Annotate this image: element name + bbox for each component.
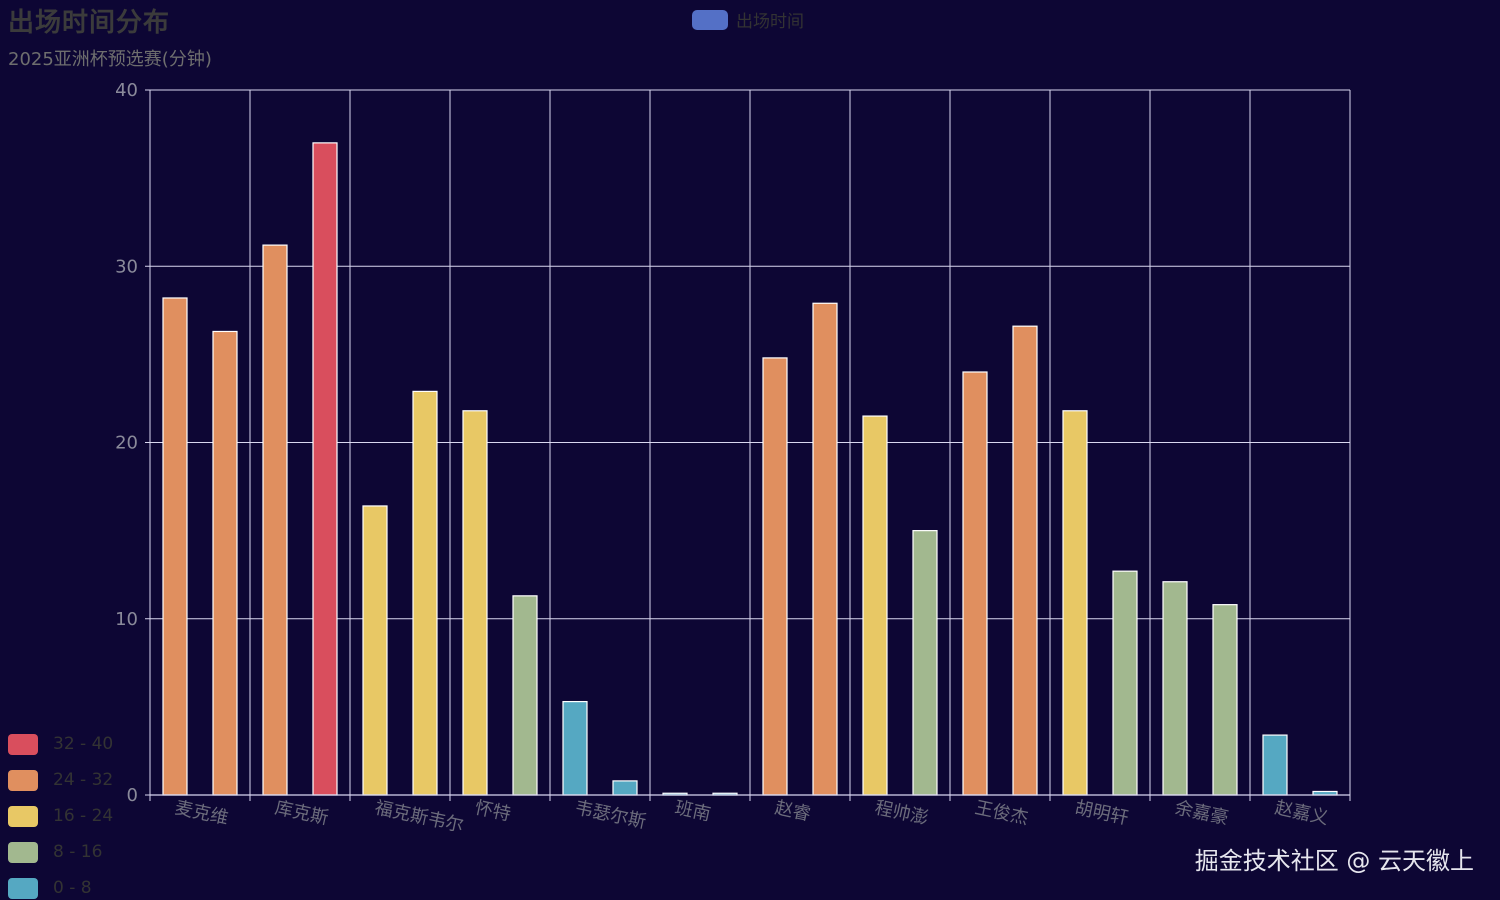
bar: [1212, 604, 1238, 796]
bar: [862, 415, 888, 796]
x-tick-label: 程帅澎: [873, 797, 930, 829]
visual-map-swatch[interactable]: [8, 733, 38, 755]
bar: [1012, 325, 1038, 796]
x-tick-label: 赵睿: [773, 797, 813, 825]
legend[interactable]: 出场时间: [692, 7, 804, 32]
visual-map-label: 0 - 8: [53, 878, 92, 898]
y-tick-label: 40: [115, 80, 138, 101]
bar: [462, 410, 488, 796]
visual-map-item[interactable]: 0 - 8: [8, 870, 113, 900]
bar: [362, 505, 388, 796]
visual-map-item[interactable]: 8 - 16: [8, 834, 113, 870]
bar: [412, 390, 438, 796]
bar: [312, 142, 338, 796]
bar: [262, 244, 288, 796]
visual-map-swatch[interactable]: [8, 877, 38, 899]
visual-map-swatch[interactable]: [8, 805, 38, 827]
visual-map-label: 8 - 16: [53, 842, 103, 862]
bar: [812, 302, 838, 796]
bar: [162, 297, 188, 796]
x-tick-label: 库克斯: [273, 797, 330, 829]
bar: [1062, 410, 1088, 796]
x-tick-label: 班南: [673, 797, 713, 825]
x-tick-label: 胡明轩: [1073, 797, 1130, 829]
visual-map-label: 24 - 32: [53, 770, 114, 790]
bar: [1262, 734, 1288, 796]
x-tick-label: 怀特: [473, 797, 513, 825]
x-tick-label: 余嘉豪: [1173, 797, 1230, 829]
visual-map-item[interactable]: 16 - 24: [8, 798, 113, 834]
y-tick-label: 30: [115, 256, 138, 277]
visual-map-item[interactable]: 32 - 40: [8, 726, 113, 762]
x-tick-label: 王俊杰: [973, 797, 1030, 829]
y-tick-label: 0: [127, 785, 138, 806]
x-tick-label: 福克斯韦尔: [373, 797, 465, 836]
chart-subtitle: 2025亚洲杯预选赛(分钟): [8, 49, 212, 70]
legend-label[interactable]: 出场时间: [736, 12, 804, 32]
visual-map-label: 16 - 24: [53, 806, 114, 826]
bar: [762, 357, 788, 796]
bar: [1162, 581, 1188, 796]
chart-title: 出场时间分布: [8, 8, 171, 38]
visual-map-label: 32 - 40: [53, 734, 114, 754]
bar: [1112, 570, 1138, 796]
bar: [212, 330, 238, 796]
y-tick-label: 10: [115, 609, 138, 630]
legend-swatch[interactable]: [692, 9, 728, 30]
x-tick-label: 赵嘉义: [1273, 797, 1330, 829]
x-tick-label: 韦瑟尔斯: [573, 797, 648, 833]
watermark: 掘金技术社区 @ 云天徽上: [1194, 847, 1474, 875]
bar: [512, 595, 538, 796]
visual-map[interactable]: 32 - 40 24 - 32 16 - 24 8 - 16 0 - 8: [8, 726, 113, 900]
bar: [962, 371, 988, 796]
visual-map-item[interactable]: 24 - 32: [8, 762, 113, 798]
y-tick-label: 20: [115, 433, 138, 454]
visual-map-swatch[interactable]: [8, 841, 38, 863]
bar: [612, 780, 638, 796]
bar: [912, 530, 938, 796]
x-tick-label: 麦克维: [173, 797, 230, 829]
bar: [562, 700, 588, 796]
visual-map-swatch[interactable]: [8, 769, 38, 791]
